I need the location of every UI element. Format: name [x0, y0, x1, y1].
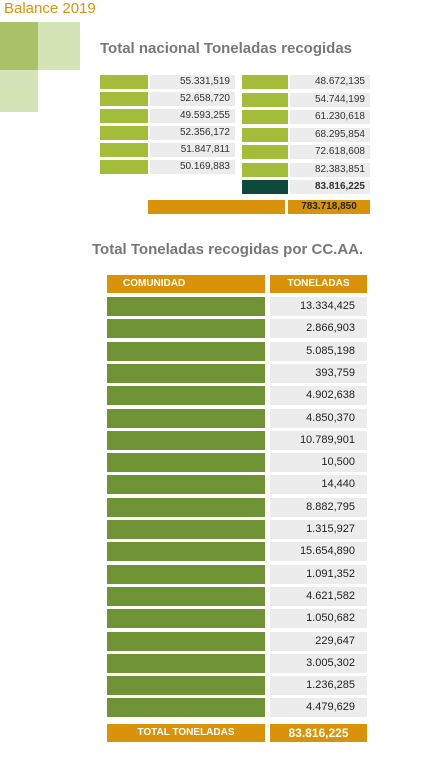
value-cell: 51.847,811 — [150, 143, 235, 157]
total-label: TOTAL TONELADAS — [107, 723, 265, 742]
tonnage-cell: 393,759 — [270, 363, 367, 383]
tonnage-cell: 4.850,370 — [270, 408, 367, 428]
deco-square — [38, 22, 80, 70]
tonnage-cell: 4.621,582 — [270, 586, 367, 606]
community-cell — [107, 430, 265, 450]
value-cell: 52.356,172 — [150, 126, 235, 140]
value-cell: 48.672,135 — [290, 75, 370, 89]
community-cell — [107, 453, 265, 473]
green-bar — [242, 145, 288, 159]
green-bar — [100, 92, 148, 106]
value-cell: 82.383,851 — [290, 162, 370, 177]
tonnage-cell: 10.789,901 — [270, 430, 367, 450]
orange-bar — [148, 200, 285, 214]
community-cell — [107, 676, 265, 696]
community-cell — [107, 609, 265, 629]
value-cell: 49.593,255 — [150, 109, 235, 123]
deco-square — [0, 22, 38, 70]
tonnage-cell: 4.902,638 — [270, 386, 367, 406]
section-title: Total nacional Toneladas recogidas — [100, 40, 353, 57]
community-cell — [107, 520, 265, 539]
community-cell — [107, 586, 265, 606]
community-cell — [107, 542, 265, 562]
community-cell — [107, 653, 265, 673]
green-bar — [242, 110, 288, 124]
tonnage-cell: 1.315,927 — [270, 520, 367, 539]
tonnage-cell: 1.050,682 — [270, 609, 367, 629]
value-cell: 55.331,519 — [150, 75, 235, 89]
tonnage-cell: 1.236,285 — [270, 676, 367, 696]
community-cell — [107, 631, 265, 651]
tonnage-cell: 2.866,903 — [270, 319, 367, 339]
green-bar — [100, 109, 148, 123]
community-cell — [107, 363, 265, 383]
tonnage-cell: 13.334,425 — [270, 297, 367, 316]
community-cell — [107, 497, 265, 517]
tonnage-cell: 8.882,795 — [270, 497, 367, 517]
green-bar — [242, 75, 288, 89]
total-value: 83.816,225 — [270, 723, 367, 742]
community-cell — [107, 319, 265, 339]
community-cell — [107, 475, 265, 495]
tonnage-cell: 4.479,629 — [270, 698, 367, 718]
community-cell — [107, 564, 265, 584]
tonnage-cell: 229,647 — [270, 631, 367, 651]
green-bar — [100, 75, 148, 89]
value-cell: 52.658,720 — [150, 92, 235, 106]
value-cell: 54.744,199 — [290, 92, 370, 107]
green-bar — [100, 143, 148, 157]
community-cell — [107, 698, 265, 718]
table-header: TONELADAS — [270, 275, 367, 293]
community-cell — [107, 408, 265, 428]
tonnage-cell: 15.654,890 — [270, 542, 367, 562]
dark-bar — [242, 180, 288, 194]
tonnage-cell: 14,440 — [270, 475, 367, 495]
tonnage-cell: 5.085,198 — [270, 341, 367, 361]
tonnage-cell: 1.091,352 — [270, 564, 367, 584]
green-bar — [100, 160, 148, 174]
value-cell: 50.169,883 — [150, 160, 235, 174]
community-cell — [107, 386, 265, 406]
community-cell — [107, 297, 265, 316]
value-cell: 83.816,225 — [290, 180, 370, 194]
community-cell — [107, 341, 265, 361]
value-cell: 72.618,608 — [290, 145, 370, 159]
header-title: Balance 2019 — [4, 0, 96, 17]
tonnage-cell: 3.005,302 — [270, 653, 367, 673]
section-title: Total Toneladas recogidas por CC.AA. — [92, 241, 364, 258]
green-bar — [242, 92, 288, 107]
table-header: COMUNIDAD — [107, 275, 265, 293]
green-bar — [242, 127, 288, 142]
total-cell: 783.718,850 — [288, 200, 370, 214]
green-bar — [242, 162, 288, 177]
deco-square — [0, 70, 38, 112]
tonnage-cell: 10,500 — [270, 453, 367, 473]
green-bar — [100, 126, 148, 140]
value-cell: 68.295,854 — [290, 127, 370, 142]
value-cell: 61.230,618 — [290, 110, 370, 124]
